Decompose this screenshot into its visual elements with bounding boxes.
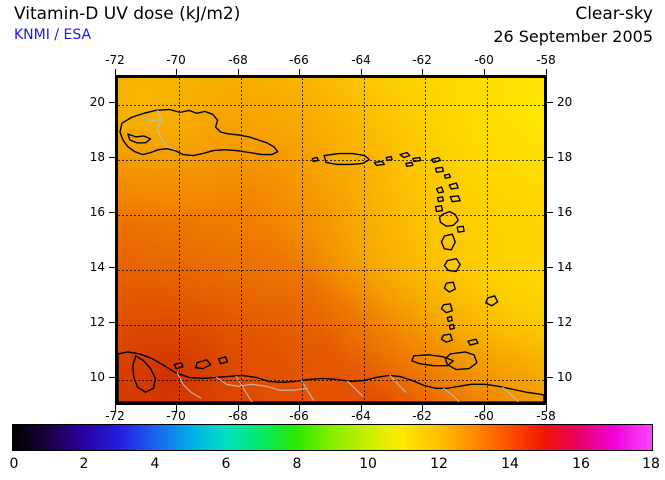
xtick-top-3: -66 [289, 53, 309, 67]
xtick-bottom-5: -62 [412, 409, 432, 423]
tickmark-bottom [299, 405, 300, 411]
tickmark-top [176, 69, 177, 75]
tickmark-bottom [422, 405, 423, 411]
tickmark-top [299, 69, 300, 75]
ytick-right-10: 10 [557, 370, 573, 384]
colorbar-tick-14: 14 [501, 456, 519, 472]
colorbar [12, 424, 653, 451]
xtick-bottom-2: -68 [228, 409, 248, 423]
tickmark-left [109, 377, 115, 378]
colorbar-tick-12: 12 [430, 456, 448, 472]
gridline-lat-18 [118, 160, 544, 161]
gridline-lon--62 [425, 78, 426, 402]
tickmark-left [109, 102, 115, 103]
ytick-left-10: 10 [89, 370, 105, 384]
ytick-left-16: 16 [89, 205, 105, 219]
tickmark-left [109, 322, 115, 323]
xtick-bottom-0: -72 [105, 409, 125, 423]
xtick-bottom-7: -58 [536, 409, 556, 423]
xtick-top-4: -64 [351, 53, 371, 67]
ytick-right-20: 20 [557, 95, 573, 109]
ytick-left-12: 12 [89, 315, 105, 329]
uv-dose-heatmap [118, 78, 544, 402]
colorbar-tick-2: 2 [79, 456, 89, 472]
figure-title: Vitamin-D UV dose (kJ/m2) [14, 4, 241, 24]
tickmark-right [547, 377, 553, 378]
xtick-top-0: -72 [105, 53, 125, 67]
ytick-right-12: 12 [557, 315, 573, 329]
tickmark-top [238, 69, 239, 75]
colorbar-tick-16: 16 [572, 456, 590, 472]
ytick-right-18: 18 [557, 150, 573, 164]
ytick-right-16: 16 [557, 205, 573, 219]
tickmark-left [109, 157, 115, 158]
colorbar-tick-4: 4 [150, 456, 160, 472]
xtick-top-6: -60 [474, 53, 494, 67]
xtick-top-2: -68 [228, 53, 248, 67]
tickmark-bottom [238, 405, 239, 411]
sky-condition-label: Clear-sky [575, 4, 653, 24]
colorbar-tick-0: 0 [9, 456, 19, 472]
gridline-lat-16 [118, 215, 544, 216]
colorbar-tick-10: 10 [359, 456, 377, 472]
xtick-top-5: -62 [412, 53, 432, 67]
ytick-right-14: 14 [557, 260, 573, 274]
tickmark-bottom [115, 405, 116, 411]
institute-label: KNMI / ESA [14, 27, 92, 43]
tickmark-bottom [176, 405, 177, 411]
tickmark-top [361, 69, 362, 75]
tickmark-top [115, 69, 116, 75]
tickmark-top [484, 69, 485, 75]
ytick-left-14: 14 [89, 260, 105, 274]
colorbar-tick-18: 18 [642, 456, 660, 472]
map-plot-area [115, 75, 547, 405]
tickmark-right [547, 157, 553, 158]
xtick-bottom-1: -70 [166, 409, 186, 423]
border-layer [144, 109, 519, 402]
ytick-left-18: 18 [89, 150, 105, 164]
gridline-lat-12 [118, 325, 544, 326]
tickmark-top [422, 69, 423, 75]
tickmark-bottom [546, 405, 547, 411]
gridline-lon--66 [302, 78, 303, 402]
gridline-lat-10 [118, 380, 544, 381]
tickmark-right [547, 212, 553, 213]
colorbar-tick-6: 6 [221, 456, 231, 472]
tickmark-bottom [484, 405, 485, 411]
xtick-bottom-6: -60 [474, 409, 494, 423]
xtick-top-7: -58 [536, 53, 556, 67]
xtick-bottom-4: -64 [351, 409, 371, 423]
gridline-lon--60 [487, 78, 488, 402]
date-label: 26 September 2005 [493, 27, 653, 46]
gridline-lon--68 [241, 78, 242, 402]
tickmark-bottom [361, 405, 362, 411]
gridline-lon--70 [179, 78, 180, 402]
tickmark-right [547, 102, 553, 103]
tickmark-left [109, 212, 115, 213]
gridline-lat-14 [118, 270, 544, 271]
xtick-top-1: -70 [166, 53, 186, 67]
tickmark-right [547, 267, 553, 268]
gridline-lon--64 [364, 78, 365, 402]
gridline-lat-20 [118, 105, 544, 106]
colorbar-tick-8: 8 [292, 456, 302, 472]
ytick-left-20: 20 [89, 95, 105, 109]
xtick-bottom-3: -66 [289, 409, 309, 423]
tickmark-right [547, 322, 553, 323]
tickmark-left [109, 267, 115, 268]
tickmark-top [546, 69, 547, 75]
